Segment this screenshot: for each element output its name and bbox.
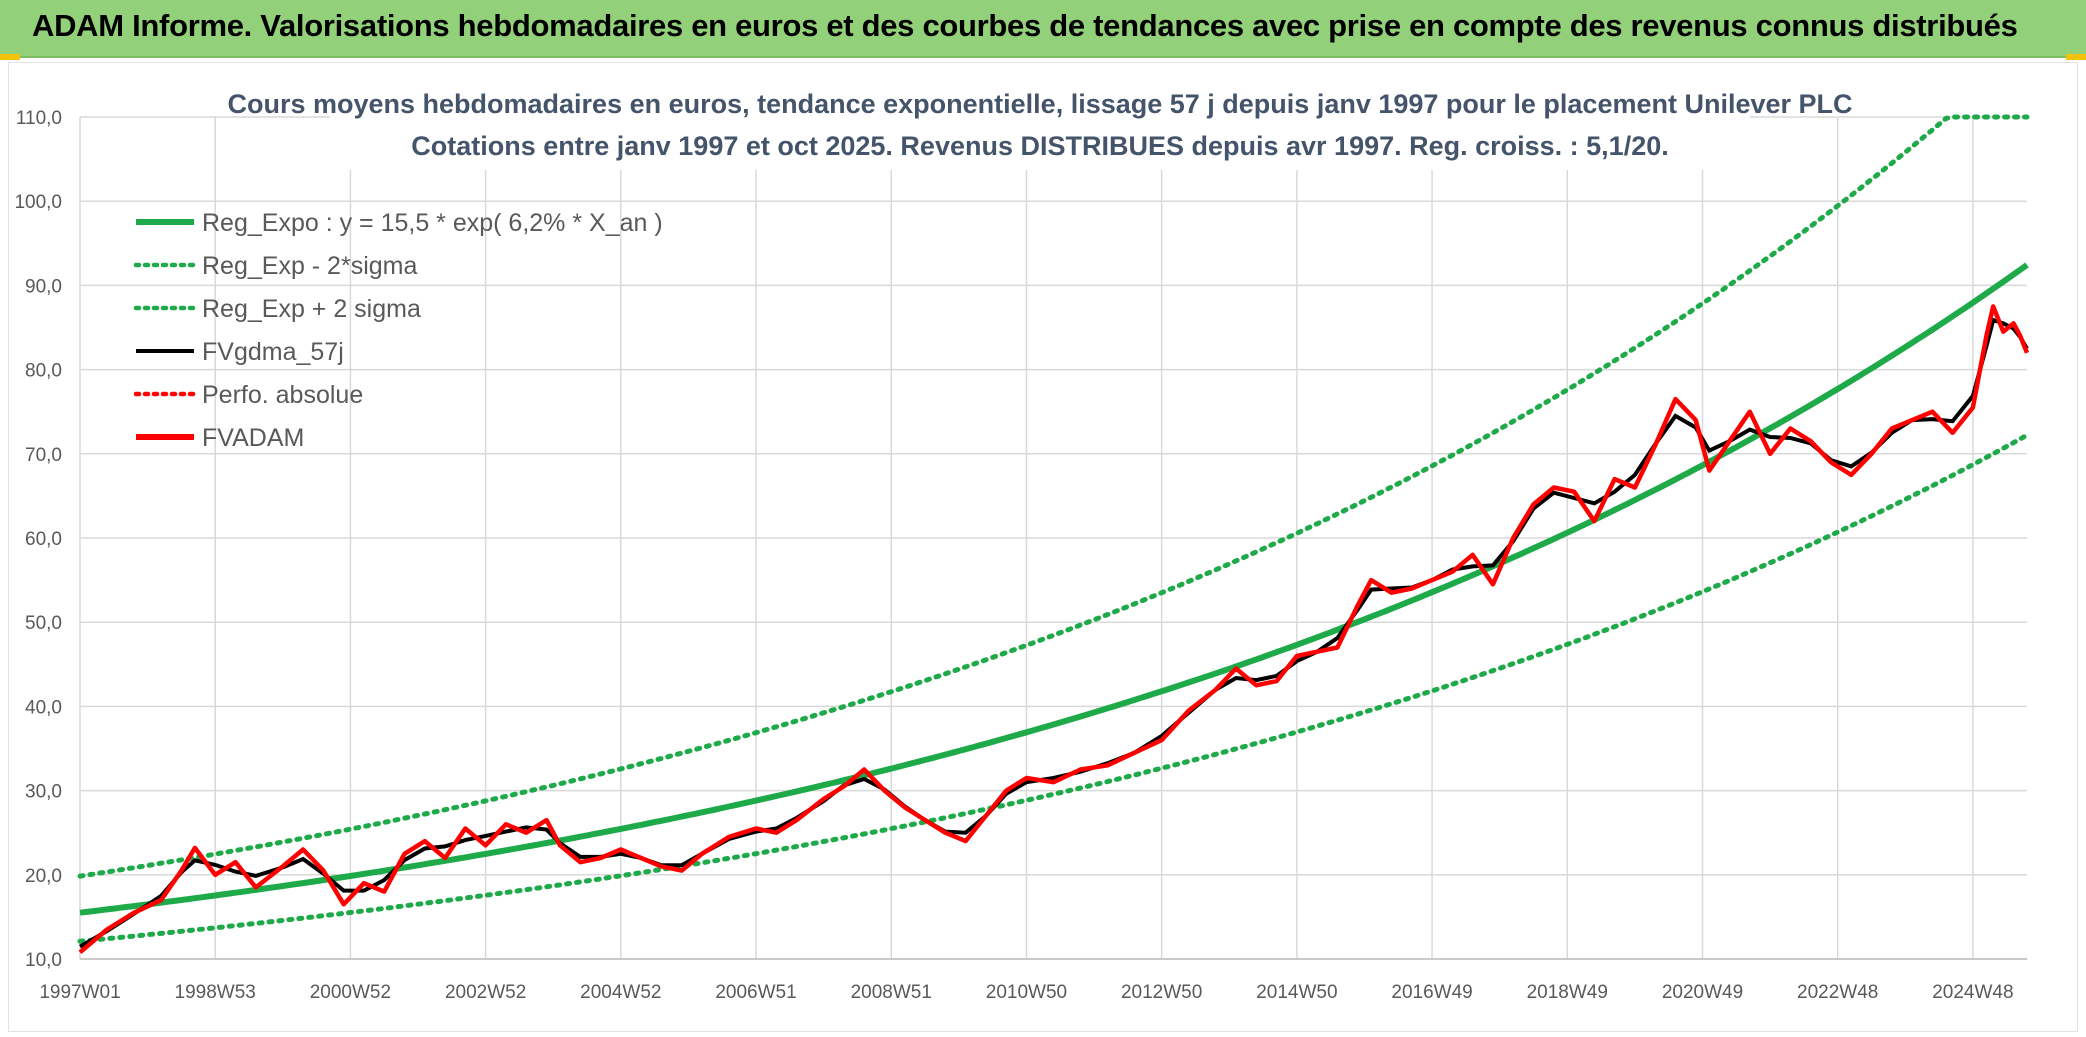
y-tick-label: 90,0 [25,276,62,297]
x-tick-label: 2004W52 [580,982,661,1003]
legend-label: Reg_Exp + 2 sigma [202,295,421,323]
y-tick-label: 30,0 [25,782,62,803]
x-tick-label: 2018W49 [1527,982,1608,1003]
chart-title-line1: Cours moyens hebdomadaires en euros, ten… [227,89,1852,119]
reg-exp-plus-2-sigma-line [77,114,2030,879]
y-tick-label: 60,0 [25,529,62,550]
legend-label: FVADAM [202,424,304,452]
x-tick-label: 2012W50 [1121,982,1202,1003]
x-tick-label: 2010W50 [986,982,1067,1003]
x-tick-label: 1997W01 [39,982,120,1003]
fvgdma-57j-line [78,317,2029,949]
x-tick-label: 2022W48 [1797,982,1878,1003]
x-tick-label: 2002W52 [445,982,526,1003]
corner-marker-left [0,54,20,60]
report-banner [0,0,2086,58]
x-tick-label: 2006W51 [715,982,796,1003]
x-tick-label: 2000W52 [310,982,391,1003]
y-tick-label: 10,0 [25,950,62,971]
y-tick-label: 40,0 [25,697,62,718]
chart-series [77,114,2030,955]
y-tick-label: 70,0 [25,445,62,466]
fvadam-line [78,304,2030,955]
x-tick-label: 2024W48 [1932,982,2013,1003]
chart-title-line2: Cotations entre janv 1997 et oct 2025. R… [411,131,1669,161]
x-tick-label: 1998W53 [175,982,256,1003]
legend-label: Reg_Expo : y = 15,5 * exp( 6,2% * X_an ) [202,209,663,237]
legend-label: Perfo. absolue [202,381,363,409]
y-tick-label: 20,0 [25,866,62,887]
chart-grid [79,116,2027,960]
reg-expo-line [79,262,2029,916]
y-axis: 10,0 20,0 30,0 40,0 50,0 60,0 70,0 80,0 90,0 100,… [14,108,62,971]
corner-marker-right [2066,54,2086,60]
x-axis: 1997W01 1998W53 2000W52 2002W52 2004W52 2006W… [39,958,2027,1003]
y-tick-label: 50,0 [25,613,62,634]
y-tick-label: 80,0 [25,361,62,382]
title-background [330,84,1750,170]
legend-label: FVgdma_57j [202,338,344,366]
chart-frame [8,62,2078,1032]
x-tick-label: 2008W51 [851,982,932,1003]
chart-legend: Reg_Expo : y = 15,5 * exp( 6,2% * X_an )… [133,209,663,452]
y-tick-label: 110,0 [16,108,62,129]
reg-exp-minus-2-sigma-line [77,432,2030,944]
legend-label: Reg_Exp - 2*sigma [202,252,417,280]
x-tick-label: 2014W50 [1256,982,1337,1003]
report-banner-title: ADAM Informe. Valorisations hebdomadaire… [32,8,2018,43]
y-tick-label: 100,0 [14,192,62,213]
x-tick-label: 2016W49 [1391,982,1472,1003]
x-tick-label: 2020W49 [1662,982,1743,1003]
